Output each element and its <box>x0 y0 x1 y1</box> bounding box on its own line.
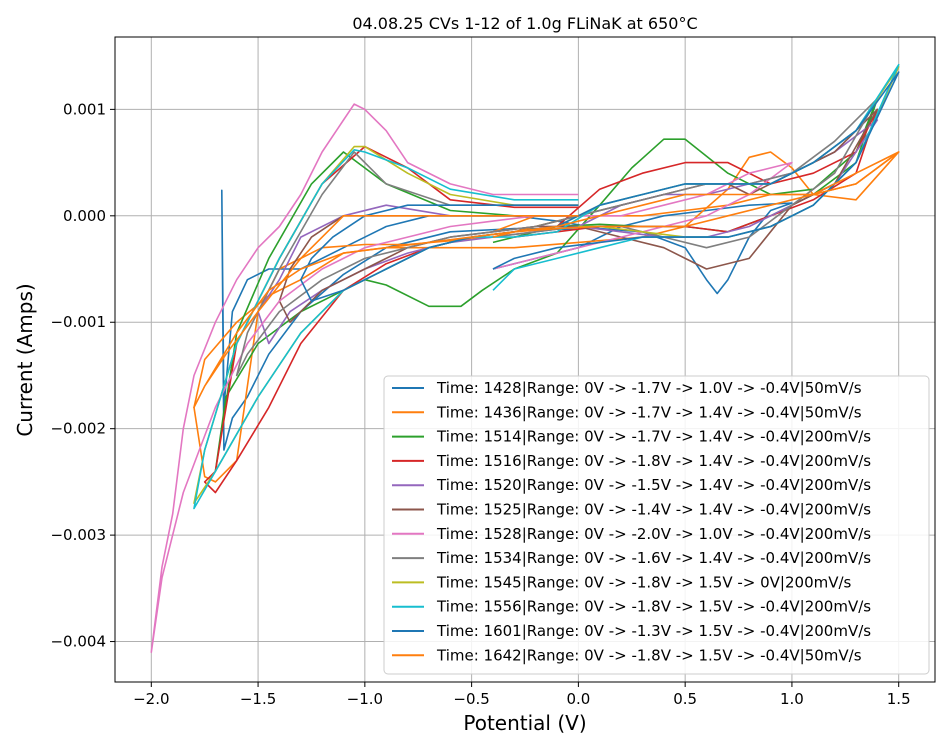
legend-label-7: Time: 1528|Range: 0V -> -2.0V -> 1.0V ->… <box>436 525 871 543</box>
x-tick-label: −1.0 <box>347 690 383 708</box>
legend-label-8: Time: 1534|Range: 0V -> -1.6V -> 1.4V ->… <box>436 549 871 567</box>
legend-label-4: Time: 1516|Range: 0V -> -1.8V -> 1.4V ->… <box>436 452 871 470</box>
x-tick-label: 0.0 <box>566 690 590 708</box>
x-axis-ticks: −2.0 −1.5 −1.0 −0.5 0.0 0.5 1.0 1.5 <box>133 682 911 708</box>
x-axis-label: Potential (V) <box>463 711 586 735</box>
x-tick-label: −0.5 <box>453 690 489 708</box>
x-tick-label: 1.5 <box>887 690 911 708</box>
series-line-8 <box>235 97 879 377</box>
y-axis-label: Current (Amps) <box>13 283 37 436</box>
legend: Time: 1428|Range: 0V -> -1.7V -> 1.0V ->… <box>383 375 930 675</box>
series-line-12 <box>193 151 900 409</box>
legend-label-6: Time: 1525|Range: 0V -> -1.4V -> 1.4V ->… <box>436 501 871 519</box>
legend-label-3: Time: 1514|Range: 0V -> -1.7V -> 1.4V ->… <box>436 428 871 446</box>
y-tick-label: −0.004 <box>50 633 106 651</box>
y-tick-label: −0.001 <box>50 313 106 331</box>
legend-label-11: Time: 1601|Range: 0V -> -1.3V -> 1.5V ->… <box>436 622 871 640</box>
legend-label-5: Time: 1520|Range: 0V -> -1.5V -> 1.4V ->… <box>436 476 871 494</box>
y-tick-label: −0.003 <box>50 526 106 544</box>
x-tick-label: 0.5 <box>673 690 697 708</box>
y-tick-label: 0.001 <box>63 100 106 118</box>
x-tick-label: −1.5 <box>240 690 276 708</box>
series-line-11 <box>299 71 900 302</box>
series-line-7 <box>150 103 793 654</box>
legend-label-10: Time: 1556|Range: 0V -> -1.8V -> 1.5V ->… <box>436 598 871 616</box>
legend-label-1: Time: 1428|Range: 0V -> -1.7V -> 1.0V ->… <box>436 379 862 397</box>
legend-label-2: Time: 1436|Range: 0V -> -1.7V -> 1.4V ->… <box>436 403 862 421</box>
plot-area <box>150 63 900 654</box>
y-tick-label: −0.002 <box>50 420 106 438</box>
plot-frame <box>114 36 936 683</box>
legend-box <box>383 375 930 675</box>
x-tick-label: 1.0 <box>780 690 804 708</box>
y-axis-ticks: −0.004 −0.003 −0.002 −0.001 0.000 0.001 <box>50 100 115 651</box>
legend-label-9: Time: 1545|Range: 0V -> -1.8V -> 1.5V ->… <box>436 573 852 591</box>
y-tick-label: 0.000 <box>63 207 106 225</box>
legend-label-12: Time: 1642|Range: 0V -> -1.8V -> 1.5V ->… <box>436 646 862 664</box>
x-tick-label: −2.0 <box>133 690 169 708</box>
chart-title: 04.08.25 CVs 1-12 of 1.0g FLiNaK at 650°… <box>352 14 697 33</box>
